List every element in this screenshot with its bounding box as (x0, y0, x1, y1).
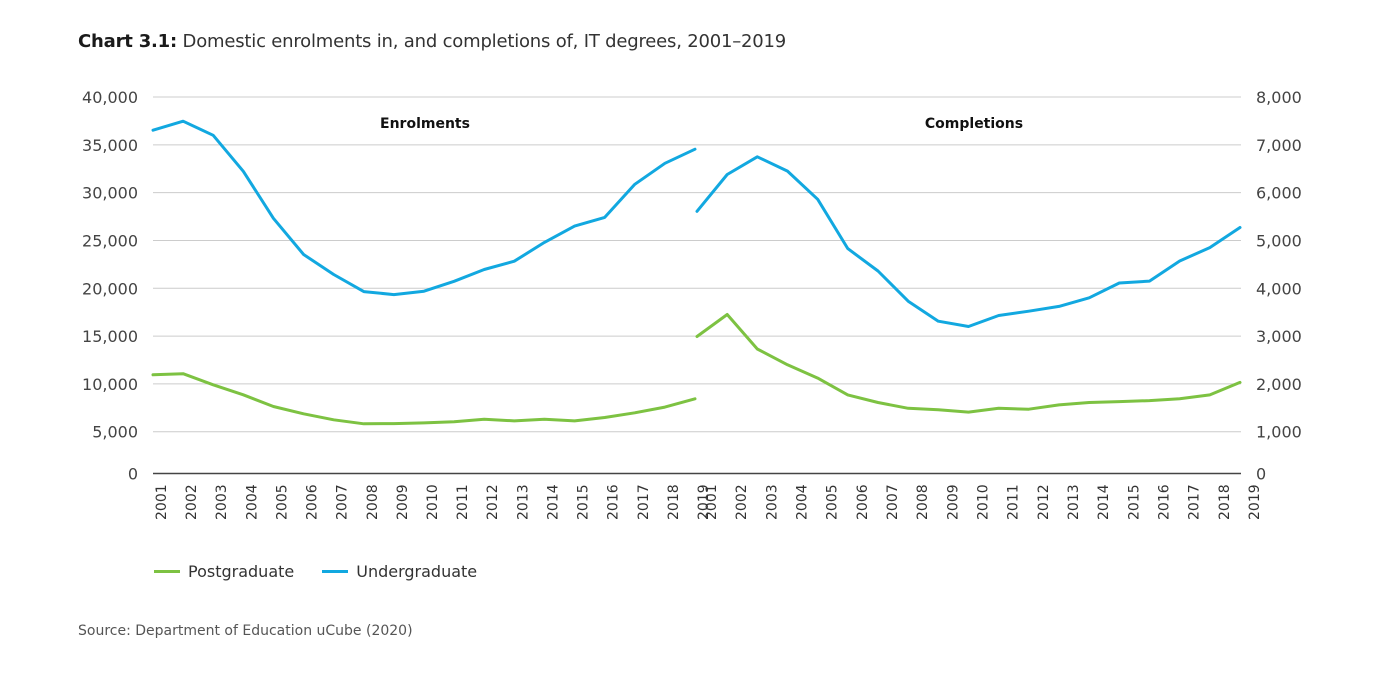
series-lines (151, 119, 1242, 426)
x-tick-label: 2004 (795, 484, 811, 520)
x-tick-label: 2006 (855, 484, 871, 520)
y-tick-left: 10,000 (82, 375, 138, 394)
x-tick-label: 2008 (915, 484, 931, 520)
y-axis-right: 0 1,000 2,000 3,000 4,000 5,000 6,000 7,000 8,00… (1256, 88, 1302, 484)
legend-item-postgraduate: Postgraduate (154, 562, 294, 581)
x-tick-label: 2009 (945, 484, 961, 520)
line-enrolments-postgraduate (151, 372, 697, 426)
y-tick-right: 8,000 (1256, 88, 1302, 107)
legend: Postgraduate Undergraduate (154, 562, 477, 581)
y-tick-left: 0 (128, 465, 138, 484)
chart-title-label: Chart 3.1: (78, 31, 178, 52)
x-tick-label: 2015 (576, 484, 592, 520)
x-tick-label: 2004 (244, 484, 260, 520)
x-tick-label: 2016 (1157, 484, 1173, 520)
y-tick-right: 3,000 (1256, 327, 1302, 346)
chart-title-text: Domestic enrolments in, and completions … (182, 31, 787, 52)
x-tick-label: 2002 (184, 484, 200, 520)
gridlines (153, 96, 1241, 433)
y-tick-right: 5,000 (1256, 231, 1302, 250)
y-tick-left: 30,000 (82, 184, 138, 203)
y-axis-left: 0 5,000 10,000 15,000 20,000 25,000 30,000 35,0… (82, 88, 138, 484)
x-tick-label: 2008 (365, 484, 381, 520)
x-tick-label: 2003 (764, 484, 780, 520)
panel-title-completions: Completions (925, 116, 1023, 132)
x-axis: 2001 2002 2003 2004 2005 2006 2007 2008 2009 2010… (153, 472, 1263, 520)
line-completions-postgraduate (695, 313, 1242, 414)
x-tick-label: 2003 (214, 484, 230, 520)
y-tick-left: 15,000 (82, 327, 138, 346)
line-enrolments-undergraduate (151, 119, 697, 297)
x-tick-label: 2017 (1187, 484, 1203, 520)
x-tick-label: 2014 (545, 484, 561, 520)
y-tick-left: 5,000 (92, 423, 138, 442)
x-tick-label: 2012 (485, 484, 501, 520)
x-tick-label: 2005 (274, 484, 290, 520)
x-tick-label: 2001 (704, 484, 720, 520)
x-tick-label: 2018 (666, 484, 682, 520)
x-tick-label: 2014 (1096, 484, 1112, 520)
x-tick-label: 2007 (885, 484, 901, 520)
source-note: Source: Department of Education uCube (2… (78, 623, 413, 639)
y-tick-right: 2,000 (1256, 375, 1302, 394)
x-tick-label: 2019 (696, 484, 712, 520)
x-tick-label: 2010 (976, 484, 992, 520)
x-tick-label: 2015 (1126, 484, 1142, 520)
x-tick-label: 2017 (636, 484, 652, 520)
x-tick-label: 2010 (425, 484, 441, 520)
x-tick-label: 2012 (1036, 484, 1052, 520)
panel-title-enrolments: Enrolments (380, 116, 470, 132)
x-tick-label: 2019 (1247, 484, 1263, 520)
x-tick-label: 2009 (395, 484, 411, 520)
x-tick-label: 2011 (455, 484, 471, 520)
y-tick-left: 20,000 (82, 279, 138, 298)
x-tick-label: 2013 (515, 484, 531, 520)
legend-item-undergraduate: Undergraduate (322, 562, 477, 581)
legend-swatch-undergraduate (322, 570, 349, 573)
y-tick-left: 35,000 (82, 136, 138, 155)
x-tick-label: 2002 (734, 484, 750, 520)
y-tick-right: 1,000 (1256, 423, 1302, 442)
y-tick-right: 7,000 (1256, 136, 1302, 155)
x-tick-label: 2001 (154, 484, 170, 520)
x-tick-label: 2006 (305, 484, 321, 520)
legend-label-undergraduate: Undergraduate (356, 562, 478, 581)
y-tick-right: 4,000 (1256, 279, 1302, 298)
y-tick-left: 25,000 (82, 231, 138, 250)
y-tick-left: 40,000 (82, 88, 138, 107)
x-tick-label: 2018 (1217, 484, 1233, 520)
chart-title: Chart 3.1: Domestic enrolments in, and c… (78, 31, 786, 52)
legend-swatch-postgraduate (154, 570, 180, 573)
y-tick-right: 0 (1256, 465, 1266, 484)
x-tick-label: 2005 (825, 484, 841, 520)
x-tick-label: 2011 (1006, 484, 1022, 520)
x-tick-label: 2007 (335, 484, 351, 520)
x-tick-label: 2013 (1066, 484, 1082, 520)
x-tick-label: 2016 (606, 484, 622, 520)
y-tick-right: 6,000 (1256, 184, 1302, 203)
line-completions-undergraduate (695, 155, 1242, 328)
panel-titles: Enrolments Completions (380, 116, 1023, 132)
legend-label-postgraduate: Postgraduate (188, 562, 295, 581)
